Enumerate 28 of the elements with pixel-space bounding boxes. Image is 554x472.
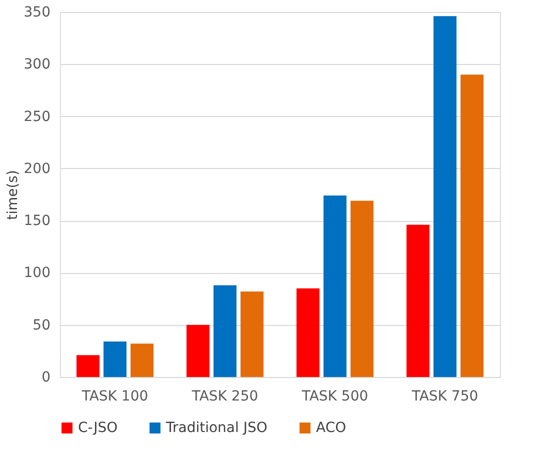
- legend-label: C-JSO: [78, 420, 118, 436]
- bar: [460, 74, 484, 377]
- x-tick-label: TASK 250: [190, 388, 258, 404]
- bar: [296, 288, 320, 377]
- y-tick-label: 100: [24, 265, 50, 282]
- x-tick-label: TASK 100: [80, 388, 148, 404]
- x-tick-label: TASK 500: [300, 388, 368, 404]
- y-tick-label: 150: [24, 213, 50, 230]
- bar: [130, 344, 154, 377]
- bar: [76, 355, 100, 377]
- legend-label: Traditional JSO: [165, 420, 268, 436]
- bar: [350, 200, 374, 377]
- x-tick-label: TASK 750: [410, 388, 478, 404]
- bar: [434, 16, 456, 377]
- y-tick-label: 50: [32, 317, 50, 334]
- y-tick-label: 300: [24, 56, 50, 73]
- bar: [214, 285, 236, 377]
- bar: [324, 196, 346, 377]
- y-axis-title: time(s): [4, 170, 21, 220]
- y-tick-label: 250: [24, 108, 50, 125]
- y-tick-label: 350: [24, 4, 50, 20]
- bar: [406, 224, 430, 377]
- legend-label: ACO: [316, 420, 346, 436]
- bar: [240, 291, 264, 377]
- y-tick-label: 0: [42, 370, 50, 386]
- bar: [186, 324, 210, 377]
- y-tick-label: 200: [24, 160, 50, 177]
- bar: [104, 342, 126, 377]
